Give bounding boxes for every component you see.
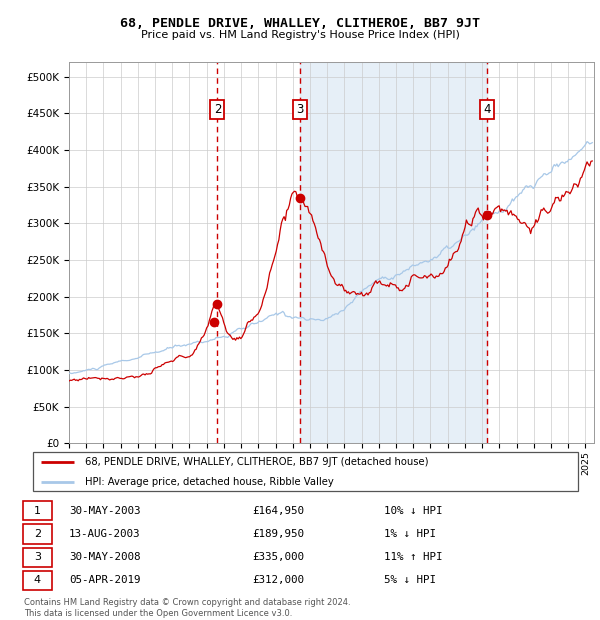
Text: 30-MAY-2008: 30-MAY-2008: [69, 552, 140, 562]
Text: Contains HM Land Registry data © Crown copyright and database right 2024.
This d: Contains HM Land Registry data © Crown c…: [24, 598, 350, 618]
Text: 5% ↓ HPI: 5% ↓ HPI: [384, 575, 436, 585]
Text: 13-AUG-2003: 13-AUG-2003: [69, 529, 140, 539]
Text: 3: 3: [34, 552, 41, 562]
Text: 05-APR-2019: 05-APR-2019: [69, 575, 140, 585]
Text: £189,950: £189,950: [252, 529, 304, 539]
Text: 2: 2: [214, 103, 221, 116]
Text: 10% ↓ HPI: 10% ↓ HPI: [384, 506, 443, 516]
FancyBboxPatch shape: [33, 453, 578, 491]
Text: 30-MAY-2003: 30-MAY-2003: [69, 506, 140, 516]
Text: 4: 4: [34, 575, 41, 585]
Text: 2: 2: [34, 529, 41, 539]
Text: 3: 3: [296, 103, 304, 116]
Text: 68, PENDLE DRIVE, WHALLEY, CLITHEROE, BB7 9JT (detached house): 68, PENDLE DRIVE, WHALLEY, CLITHEROE, BB…: [85, 457, 428, 467]
Text: HPI: Average price, detached house, Ribble Valley: HPI: Average price, detached house, Ribb…: [85, 477, 334, 487]
Text: 11% ↑ HPI: 11% ↑ HPI: [384, 552, 443, 562]
Bar: [300, 62, 487, 443]
Text: 4: 4: [483, 103, 491, 116]
Text: £335,000: £335,000: [252, 552, 304, 562]
Text: £164,950: £164,950: [252, 506, 304, 516]
Text: Price paid vs. HM Land Registry's House Price Index (HPI): Price paid vs. HM Land Registry's House …: [140, 30, 460, 40]
Text: £312,000: £312,000: [252, 575, 304, 585]
Text: 1% ↓ HPI: 1% ↓ HPI: [384, 529, 436, 539]
Text: 68, PENDLE DRIVE, WHALLEY, CLITHEROE, BB7 9JT: 68, PENDLE DRIVE, WHALLEY, CLITHEROE, BB…: [120, 17, 480, 30]
Text: 1: 1: [34, 506, 41, 516]
